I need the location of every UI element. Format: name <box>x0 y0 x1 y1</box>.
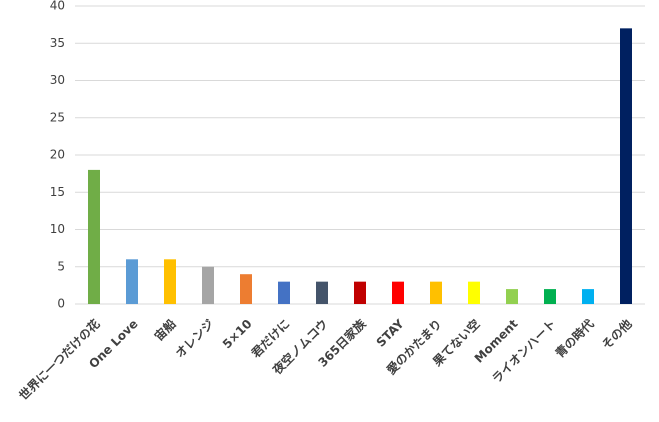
bar <box>316 281 328 304</box>
x-tick-label: オレンジ <box>173 317 217 361</box>
y-tick-label: 25 <box>50 110 65 124</box>
bar <box>544 289 556 304</box>
bar <box>506 289 518 304</box>
y-tick-label: 0 <box>57 297 65 311</box>
x-tick-label: 5×10 <box>220 317 255 352</box>
x-tick-label: STAY <box>374 316 407 349</box>
bar <box>354 281 366 304</box>
x-tick-label: その他 <box>599 316 635 352</box>
y-tick-label: 15 <box>50 185 65 199</box>
bar <box>582 289 594 304</box>
y-tick-label: 20 <box>50 148 65 162</box>
bar <box>278 281 290 304</box>
bar <box>392 281 404 304</box>
bar <box>202 266 214 304</box>
bar <box>88 169 100 304</box>
x-tick-label: 宙船 <box>151 316 179 344</box>
y-tick-label: 35 <box>50 36 65 50</box>
bar <box>126 259 138 304</box>
y-tick-label: 40 <box>50 0 65 13</box>
bar <box>164 259 176 304</box>
y-tick-label: 10 <box>50 222 65 236</box>
y-tick-label: 5 <box>57 259 65 273</box>
bar <box>240 274 252 304</box>
x-tick-label: 青の時代 <box>552 316 597 361</box>
bar <box>620 28 632 304</box>
bar <box>430 281 442 304</box>
y-tick-label: 30 <box>50 73 65 87</box>
bar <box>468 281 480 304</box>
